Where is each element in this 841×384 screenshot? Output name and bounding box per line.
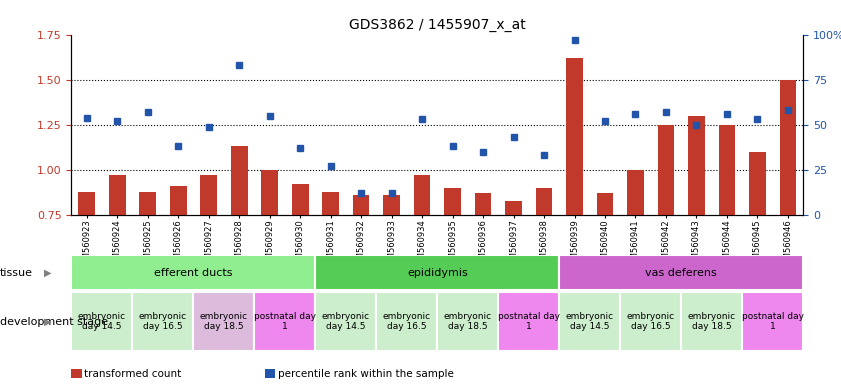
Text: embryonic
day 14.5: embryonic day 14.5	[322, 312, 370, 331]
Text: embryonic
day 14.5: embryonic day 14.5	[78, 312, 126, 331]
Bar	[681, 292, 742, 351]
Text: embryonic
day 18.5: embryonic day 18.5	[688, 312, 736, 331]
Bar	[627, 170, 644, 215]
Bar	[414, 175, 431, 215]
Bar	[376, 292, 437, 351]
Title: GDS3862 / 1455907_x_at: GDS3862 / 1455907_x_at	[349, 18, 526, 32]
Text: embryonic
day 18.5: embryonic day 18.5	[200, 312, 248, 331]
Bar	[170, 186, 187, 215]
Text: postnatal day
1: postnatal day 1	[498, 312, 560, 331]
Bar	[718, 125, 735, 215]
Text: embryonic
day 16.5: embryonic day 16.5	[383, 312, 431, 331]
Text: epididymis: epididymis	[407, 268, 468, 278]
Bar	[536, 188, 553, 215]
Text: embryonic
day 16.5: embryonic day 16.5	[139, 312, 187, 331]
Text: embryonic
day 18.5: embryonic day 18.5	[444, 312, 492, 331]
Bar	[383, 195, 400, 215]
Text: transformed count: transformed count	[84, 369, 182, 379]
Bar	[352, 195, 369, 215]
Bar	[133, 292, 193, 351]
Bar	[688, 116, 705, 215]
Bar	[620, 292, 681, 351]
Bar	[193, 292, 254, 351]
Text: postnatal day
1: postnatal day 1	[742, 312, 804, 331]
Bar	[200, 175, 217, 215]
Text: postnatal day
1: postnatal day 1	[254, 312, 316, 331]
Text: efferent ducts: efferent ducts	[154, 268, 233, 278]
Bar	[566, 58, 583, 215]
Bar	[559, 255, 803, 290]
Bar	[71, 255, 315, 290]
Bar	[658, 125, 674, 215]
Text: tissue: tissue	[0, 268, 33, 278]
Bar	[444, 188, 461, 215]
Text: development stage: development stage	[0, 316, 108, 327]
Bar	[322, 192, 339, 215]
Bar	[254, 292, 315, 351]
Bar	[292, 184, 309, 215]
Text: percentile rank within the sample: percentile rank within the sample	[278, 369, 453, 379]
Bar	[315, 292, 376, 351]
Bar	[596, 194, 613, 215]
Bar	[78, 192, 95, 215]
Bar	[780, 80, 796, 215]
Bar	[71, 292, 133, 351]
Bar	[437, 292, 498, 351]
Bar	[749, 152, 766, 215]
Bar	[140, 192, 156, 215]
Bar	[742, 292, 803, 351]
Text: embryonic
day 16.5: embryonic day 16.5	[627, 312, 674, 331]
Text: vas deferens: vas deferens	[645, 268, 717, 278]
Bar	[474, 194, 491, 215]
Bar	[505, 200, 522, 215]
Bar	[230, 146, 247, 215]
Bar	[262, 170, 278, 215]
Text: ▶: ▶	[44, 268, 51, 278]
Text: ▶: ▶	[44, 316, 51, 327]
Text: embryonic
day 14.5: embryonic day 14.5	[566, 312, 614, 331]
Bar	[498, 292, 559, 351]
Bar	[315, 255, 559, 290]
Bar	[559, 292, 620, 351]
Bar	[108, 175, 125, 215]
